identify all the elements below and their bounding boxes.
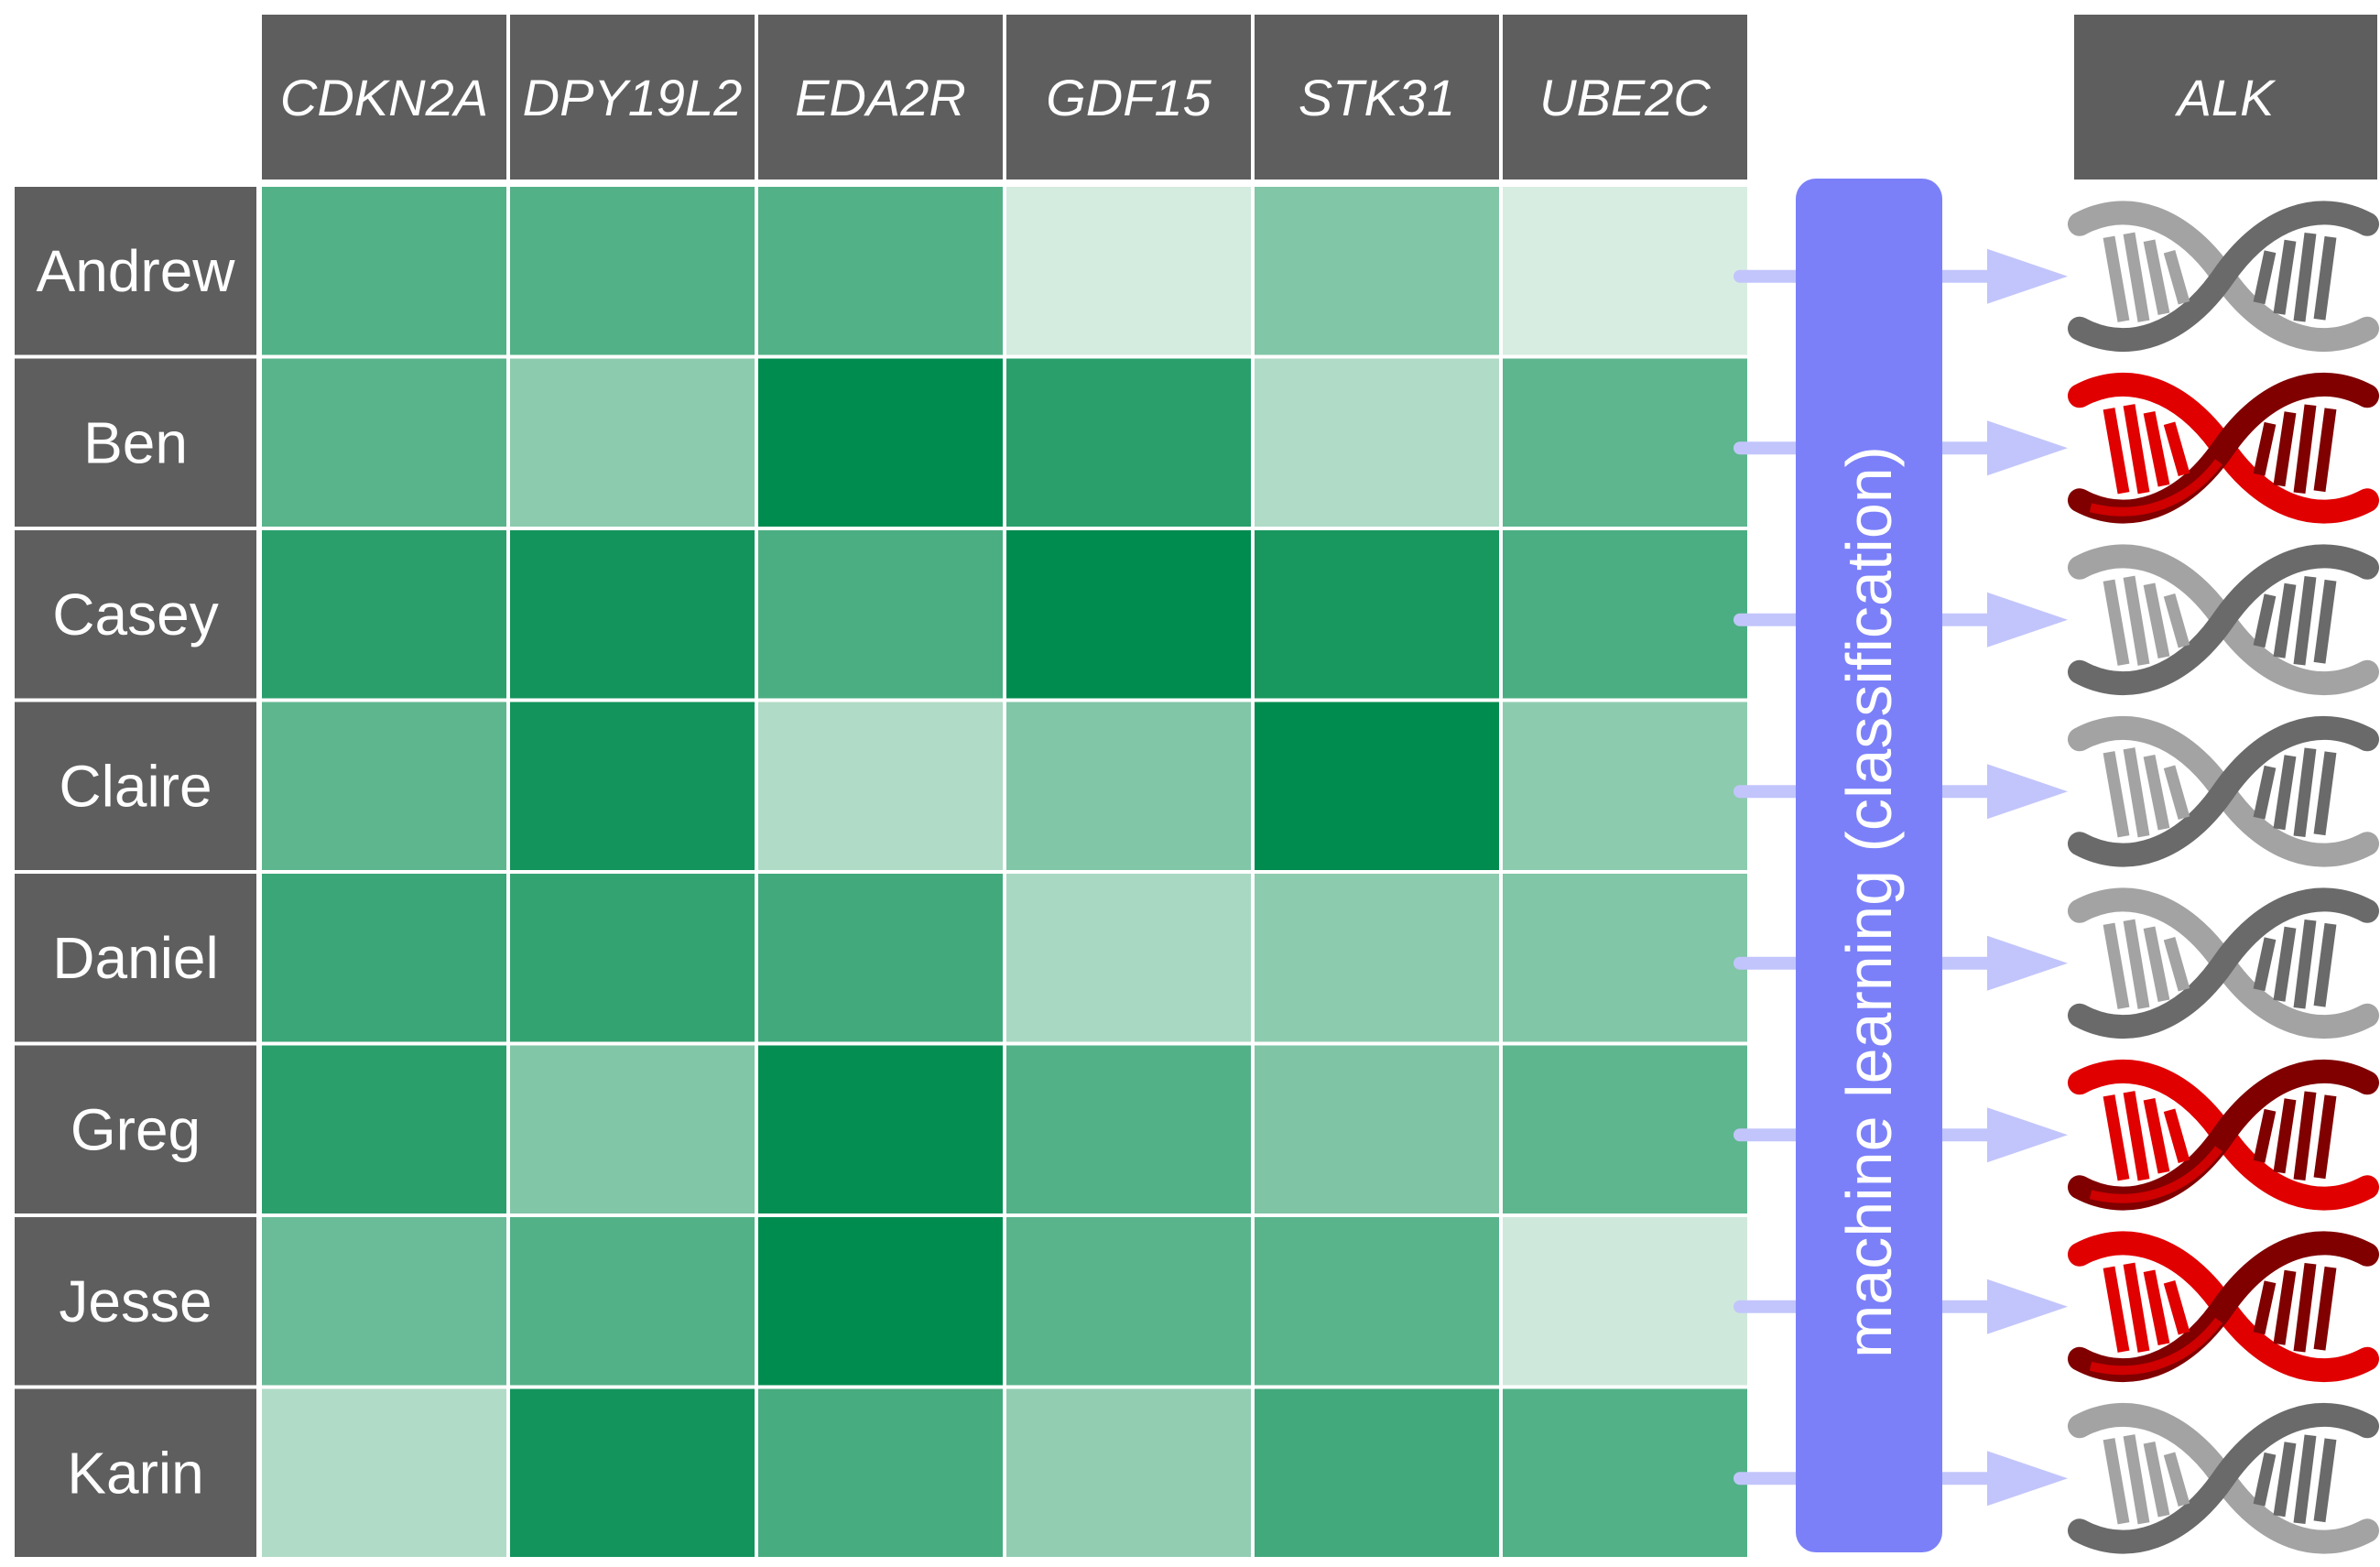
dna-normal-icon bbox=[2068, 887, 2379, 1039]
gene-label: UBE2C bbox=[1539, 69, 1711, 126]
gene-header-stk31 bbox=[1255, 15, 1499, 180]
heatmap-cell bbox=[510, 1388, 755, 1557]
dna-normal-icon bbox=[2068, 544, 2379, 695]
heatmap-cell bbox=[1503, 1388, 1747, 1557]
patient-name: Karin bbox=[67, 1440, 203, 1506]
output-arrow-head bbox=[1987, 935, 2068, 991]
heatmap-cell bbox=[510, 702, 755, 870]
gene-header-ube2c bbox=[1503, 15, 1747, 180]
dna-normal-icon bbox=[2068, 201, 2379, 352]
heatmap-cell bbox=[1503, 187, 1747, 355]
heatmap-cell bbox=[262, 358, 506, 527]
heatmap-cell bbox=[1503, 702, 1747, 870]
heatmap-cell bbox=[1255, 530, 1499, 699]
heatmap-cell bbox=[1006, 530, 1251, 699]
heatmap-cell bbox=[758, 702, 1003, 870]
patient-name: Claire bbox=[59, 753, 212, 819]
patient-name: Jesse bbox=[59, 1268, 212, 1334]
heatmap-cell bbox=[1255, 1045, 1499, 1213]
heatmap-cell bbox=[1255, 1217, 1499, 1386]
heatmap-cell bbox=[262, 702, 506, 870]
gene-label: EDA2R bbox=[795, 69, 966, 126]
patient-label-box bbox=[15, 1045, 256, 1213]
gene-header-cdkn2a bbox=[262, 15, 506, 180]
patient-name: Andrew bbox=[37, 238, 236, 304]
gene-header-eda2r bbox=[758, 15, 1003, 180]
arrows bbox=[1733, 248, 2068, 1507]
output-arrow-head bbox=[1987, 1279, 2068, 1334]
heatmap-cell bbox=[1006, 358, 1251, 527]
output-arrow-head bbox=[1987, 420, 2068, 476]
heatmap-cell bbox=[510, 530, 755, 699]
gene-label: DPY19L2 bbox=[523, 69, 743, 126]
heatmap-cell bbox=[1255, 1388, 1499, 1557]
gene-label: CDKN2A bbox=[280, 69, 488, 126]
classifier-label: machine learning (classification) bbox=[1833, 446, 1905, 1358]
heatmap-cell bbox=[758, 358, 1003, 527]
gene-header-dpy19l2 bbox=[510, 15, 755, 180]
gene-label: GDF15 bbox=[1046, 69, 1212, 126]
heatmap-cell bbox=[1006, 187, 1251, 355]
dna-normal-icon bbox=[2068, 716, 2379, 867]
patient-name: Greg bbox=[71, 1096, 201, 1162]
heatmap-cell bbox=[1255, 702, 1499, 870]
heatmap-cell bbox=[1006, 1045, 1251, 1213]
heatmap-cell bbox=[758, 187, 1003, 355]
patient-name: Daniel bbox=[52, 925, 218, 991]
dna-mutant-icon bbox=[2068, 1231, 2379, 1382]
heatmap-cell bbox=[510, 1217, 755, 1386]
heatmap-cell bbox=[262, 1217, 506, 1386]
heatmap-cell bbox=[758, 874, 1003, 1042]
heatmap-cell bbox=[1503, 1045, 1747, 1213]
heatmap-cell bbox=[1503, 1217, 1747, 1386]
heatmap-cell bbox=[1255, 874, 1499, 1042]
heatmap-cell bbox=[262, 1388, 506, 1557]
output-arrow-head bbox=[1987, 1451, 2068, 1507]
heatmap-cell bbox=[1255, 187, 1499, 355]
dna-mutant-icon bbox=[2068, 373, 2379, 524]
heatmap-cell bbox=[758, 530, 1003, 699]
patient-label-box bbox=[15, 1388, 256, 1557]
heatmap-cell bbox=[510, 874, 755, 1042]
heatmap-cell bbox=[510, 358, 755, 527]
classifier-box bbox=[1796, 179, 1942, 1552]
heatmap-cell bbox=[1006, 874, 1251, 1042]
patient-label-box bbox=[15, 702, 256, 870]
heatmap-cell bbox=[1503, 874, 1747, 1042]
heatmap-cell bbox=[1503, 358, 1747, 527]
target-gene-label: ALK bbox=[2175, 69, 2277, 126]
output-arrow-head bbox=[1987, 1107, 2068, 1163]
patient-label-box bbox=[15, 358, 256, 527]
patient-label-box bbox=[15, 187, 256, 355]
heatmap-cell bbox=[1503, 530, 1747, 699]
heatmap-cell bbox=[262, 874, 506, 1042]
output-arrow-head bbox=[1987, 764, 2068, 820]
target-gene-header bbox=[2074, 15, 2377, 180]
gene-label: STK31 bbox=[1299, 69, 1455, 126]
heatmap-cell bbox=[262, 530, 506, 699]
output-arrow-head bbox=[1987, 592, 2068, 647]
output-arrow-head bbox=[1987, 248, 2068, 304]
heatmap-cell bbox=[262, 187, 506, 355]
patient-name: Casey bbox=[52, 582, 218, 647]
heatmap-cell bbox=[262, 1045, 506, 1213]
heatmap-cell bbox=[1006, 702, 1251, 870]
heatmap-cell bbox=[510, 1045, 755, 1213]
dna-mutant-icon bbox=[2068, 1060, 2379, 1211]
patient-label-box bbox=[15, 530, 256, 699]
heatmap-cell bbox=[758, 1217, 1003, 1386]
heatmap-cell bbox=[510, 187, 755, 355]
heatmap-cell bbox=[1255, 358, 1499, 527]
heatmap-cell bbox=[758, 1388, 1003, 1557]
patient-label-box bbox=[15, 1217, 256, 1386]
patient-label-box bbox=[15, 874, 256, 1042]
heatmap-cell bbox=[1006, 1388, 1251, 1557]
heatmap-cell bbox=[758, 1045, 1003, 1213]
dna-normal-icon bbox=[2068, 1403, 2379, 1554]
patient-name: Ben bbox=[83, 409, 188, 475]
gene-header-gdf15 bbox=[1006, 15, 1251, 180]
heatmap-cell bbox=[1006, 1217, 1251, 1386]
